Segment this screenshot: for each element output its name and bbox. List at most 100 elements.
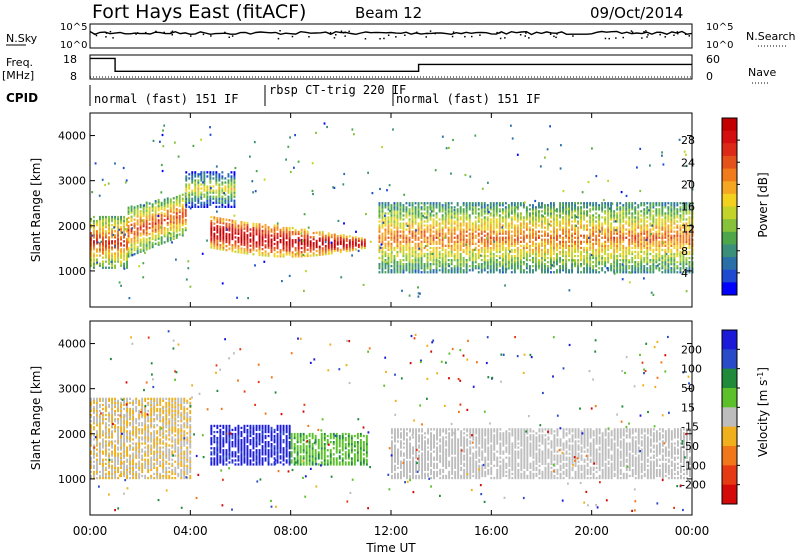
power-cell-scatter <box>645 238 648 242</box>
power-cell <box>535 261 537 264</box>
power-cell <box>628 250 631 254</box>
power-cell <box>360 245 363 248</box>
power-cell <box>264 225 267 229</box>
power-cell <box>589 269 592 272</box>
power-cell <box>396 254 399 258</box>
power-cell <box>151 245 154 249</box>
power-cell <box>215 179 218 182</box>
power-cell <box>387 220 390 223</box>
power-cell <box>175 202 178 205</box>
power-cell <box>637 242 640 245</box>
power-cell <box>541 216 543 219</box>
power-cell <box>556 222 558 225</box>
power-cell-scatter <box>201 252 204 255</box>
power-cell <box>504 254 507 258</box>
power-cell <box>619 254 622 258</box>
search-noise-point <box>519 34 522 36</box>
power-cell <box>559 204 561 207</box>
power-cell-scatter <box>510 124 512 127</box>
power-cell <box>175 216 178 219</box>
power-cell <box>610 222 613 225</box>
power-cell <box>661 210 664 213</box>
power-cell <box>640 263 643 266</box>
search-noise-point <box>688 35 690 37</box>
power-cell <box>321 247 324 250</box>
power-cell <box>288 249 291 252</box>
power-cell <box>210 222 213 225</box>
power-cell <box>243 227 246 230</box>
power-cell <box>285 251 288 254</box>
power-cell <box>414 242 417 245</box>
power-cell <box>197 189 200 192</box>
power-cell <box>574 228 576 231</box>
power-cell <box>288 239 291 242</box>
power-cell <box>646 250 649 254</box>
power-cell <box>634 218 637 221</box>
power-cell <box>595 224 598 227</box>
power-cell <box>643 236 646 239</box>
power-cell <box>646 228 649 231</box>
power-cell <box>655 220 658 223</box>
power-cell <box>126 252 128 255</box>
power-cell <box>685 252 688 256</box>
power-cell <box>130 217 133 220</box>
power-cell <box>510 210 513 213</box>
power-cell <box>114 224 116 227</box>
power-cell <box>426 267 429 270</box>
power-cell <box>288 245 291 248</box>
power-cell <box>658 232 661 235</box>
power-cell <box>294 241 297 244</box>
power-cell <box>568 252 570 256</box>
power-cell <box>465 259 468 262</box>
power-cell <box>634 236 637 239</box>
power-cell <box>234 244 237 247</box>
power-cell <box>637 244 640 247</box>
power-cell <box>378 210 381 213</box>
power-cell <box>652 242 655 245</box>
power-cell <box>279 239 282 242</box>
power-cell <box>276 236 279 240</box>
power-cell-scatter <box>384 214 386 217</box>
power-cell-scatter <box>114 245 116 248</box>
power-cell <box>324 234 327 237</box>
power-cell <box>399 267 402 270</box>
power-cell <box>498 248 501 252</box>
search-noise-point <box>528 37 530 39</box>
power-cell <box>381 212 384 215</box>
power-cell <box>393 261 396 264</box>
power-cell <box>175 210 178 213</box>
power-cell <box>658 208 661 211</box>
power-cell <box>384 218 387 221</box>
power-cell <box>429 224 432 227</box>
power-cell <box>664 230 667 233</box>
power-cell <box>501 236 504 239</box>
power-cell <box>471 269 474 272</box>
power-cell <box>185 183 188 186</box>
power-cell <box>462 256 465 260</box>
velocity-cell <box>93 401 95 405</box>
power-cell <box>634 265 637 268</box>
power-cell <box>580 242 582 245</box>
power-cell <box>408 246 411 250</box>
power-cell <box>127 226 130 230</box>
power-cell <box>225 224 228 227</box>
power-cell <box>423 252 426 256</box>
power-cell <box>230 183 233 186</box>
search-noise-point <box>364 38 367 40</box>
power-cell <box>559 267 561 270</box>
power-cell <box>381 202 384 205</box>
power-cell <box>151 213 154 216</box>
power-cell-scatter <box>142 262 145 265</box>
power-cell <box>565 250 567 254</box>
power-cell <box>565 220 567 223</box>
power-cell <box>157 200 160 204</box>
power-cell <box>649 216 652 219</box>
power-cell <box>381 254 384 258</box>
search-noise-point <box>496 31 498 34</box>
power-cell <box>631 206 634 209</box>
power-cell <box>468 252 471 256</box>
power-cell <box>480 271 483 274</box>
power-cell <box>139 242 142 245</box>
power-cell <box>438 252 441 256</box>
power-cell <box>474 261 477 264</box>
